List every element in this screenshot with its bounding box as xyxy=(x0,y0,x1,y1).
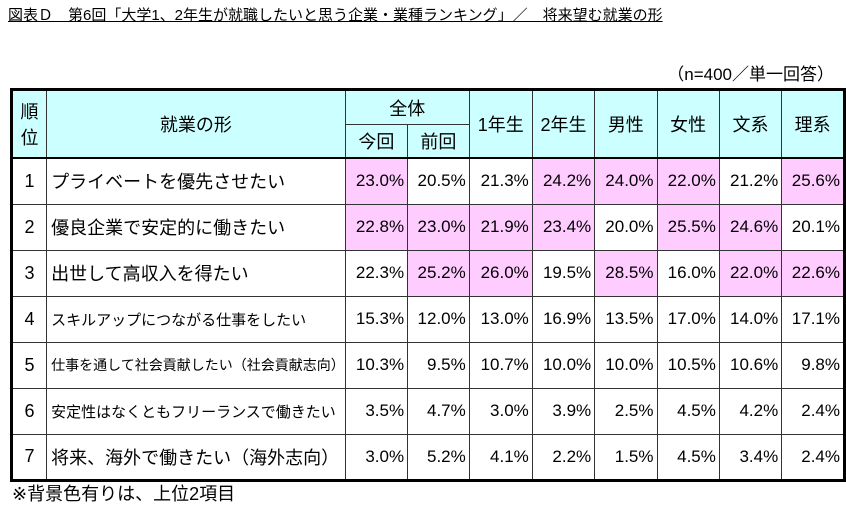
footnote: ※背景色有りは、上位2項目 xyxy=(12,484,236,504)
value-cell: 24.0% xyxy=(594,157,658,205)
value-cell: 4.1% xyxy=(468,433,533,481)
value-cell: 10.6% xyxy=(718,341,783,389)
value-cell: 25.5% xyxy=(656,203,720,251)
item-label: 安定性はなくともフリーランスで働きたい xyxy=(46,387,346,435)
value-cell: 20.0% xyxy=(594,203,658,251)
value-cell: 22.3% xyxy=(344,249,409,297)
table-row: 3 出世して高収入を得たい 22.3% 25.2% 26.0% 19.5% 28.5% 16.… xyxy=(10,249,845,297)
value-cell: 1.5% xyxy=(594,433,658,481)
value-cell: 21.3% xyxy=(468,157,533,205)
value-cell: 4.5% xyxy=(656,387,720,435)
rank-cell: 1 xyxy=(10,157,48,205)
value-cell: 3.0% xyxy=(468,387,533,435)
item-label: 仕事を通して社会貢献したい（社会貢献志向） xyxy=(46,341,346,389)
value-cell: 23.4% xyxy=(531,203,596,251)
value-cell: 24.2% xyxy=(531,157,596,205)
header-overall: 全体 xyxy=(344,89,470,125)
header-col: 男性 xyxy=(594,89,658,159)
rank-cell: 2 xyxy=(10,203,48,251)
value-cell: 2.4% xyxy=(781,387,845,435)
ranking-table: 順位 就業の形 全体 1年生 2年生 男性 女性 文系 理系 今回 前回 1 プラ… xyxy=(10,88,846,482)
value-cell: 2.4% xyxy=(781,433,845,481)
value-cell: 26.0% xyxy=(468,249,533,297)
header-item: 就業の形 xyxy=(46,89,346,159)
sample-note: （n=400／単一回答） xyxy=(667,65,834,84)
header-previous: 前回 xyxy=(407,124,470,159)
value-cell: 25.2% xyxy=(407,249,470,297)
figure-title: 図表Ｄ 第6回「大学1、2年生が就職したいと思う企業・業種ランキング」／ 将来望… xyxy=(8,7,663,24)
value-cell: 9.5% xyxy=(407,341,470,389)
value-cell: 10.3% xyxy=(344,341,409,389)
value-cell: 3.5% xyxy=(344,387,409,435)
item-label: 将来、海外で働きたい（海外志向） xyxy=(46,433,346,481)
value-cell: 17.0% xyxy=(656,295,720,343)
value-cell: 3.0% xyxy=(344,433,409,481)
value-cell: 25.6% xyxy=(781,157,845,205)
value-cell: 10.7% xyxy=(468,341,533,389)
value-cell: 20.1% xyxy=(781,203,845,251)
value-cell: 22.8% xyxy=(344,203,409,251)
rank-cell: 4 xyxy=(10,295,48,343)
rank-cell: 3 xyxy=(10,249,48,297)
value-cell: 16.9% xyxy=(531,295,596,343)
value-cell: 3.9% xyxy=(531,387,596,435)
value-cell: 13.5% xyxy=(594,295,658,343)
header-col: 女性 xyxy=(656,89,720,159)
rank-cell: 7 xyxy=(10,433,48,481)
header-current: 今回 xyxy=(344,124,409,159)
value-cell: 12.0% xyxy=(407,295,470,343)
table-row: 2 優良企業で安定的に働きたい 22.8% 23.0% 21.9% 23.4% 20.0% 2… xyxy=(10,203,845,251)
rank-cell: 6 xyxy=(10,387,48,435)
value-cell: 9.8% xyxy=(781,341,845,389)
value-cell: 2.5% xyxy=(594,387,658,435)
value-cell: 4.5% xyxy=(656,433,720,481)
value-cell: 16.0% xyxy=(656,249,720,297)
value-cell: 10.0% xyxy=(531,341,596,389)
value-cell: 10.5% xyxy=(656,341,720,389)
table-row: 7 将来、海外で働きたい（海外志向） 3.0% 5.2% 4.1% 2.2% 1.5% 4.5… xyxy=(10,433,845,481)
value-cell: 13.0% xyxy=(468,295,533,343)
value-cell: 23.0% xyxy=(407,203,470,251)
value-cell: 22.0% xyxy=(718,249,783,297)
value-cell: 4.7% xyxy=(407,387,470,435)
value-cell: 10.0% xyxy=(594,341,658,389)
table-row: 1 プライベートを優先させたい 23.0% 20.5% 21.3% 24.2% 24.0% 2… xyxy=(10,157,845,205)
item-label: プライベートを優先させたい xyxy=(46,157,346,205)
value-cell: 15.3% xyxy=(344,295,409,343)
item-label: スキルアップにつながる仕事をしたい xyxy=(46,295,346,343)
table-row: 4 スキルアップにつながる仕事をしたい 15.3% 12.0% 13.0% 16.9% 13… xyxy=(10,295,845,343)
table-row: 5 仕事を通して社会貢献したい（社会貢献志向） 10.3% 9.5% 10.7% 10.0… xyxy=(10,341,845,389)
value-cell: 4.2% xyxy=(718,387,783,435)
value-cell: 22.0% xyxy=(656,157,720,205)
value-cell: 23.0% xyxy=(344,157,409,205)
header-rank: 順位 xyxy=(10,89,48,159)
header-col: 1年生 xyxy=(468,89,533,159)
value-cell: 17.1% xyxy=(781,295,845,343)
value-cell: 21.2% xyxy=(718,157,783,205)
value-cell: 14.0% xyxy=(718,295,783,343)
header-col: 2年生 xyxy=(531,89,596,159)
value-cell: 19.5% xyxy=(531,249,596,297)
value-cell: 2.2% xyxy=(531,433,596,481)
header-col: 文系 xyxy=(718,89,783,159)
value-cell: 21.9% xyxy=(468,203,533,251)
value-cell: 28.5% xyxy=(594,249,658,297)
value-cell: 24.6% xyxy=(718,203,783,251)
item-label: 出世して高収入を得たい xyxy=(46,249,346,297)
value-cell: 5.2% xyxy=(407,433,470,481)
value-cell: 3.4% xyxy=(718,433,783,481)
value-cell: 22.6% xyxy=(781,249,845,297)
table-row: 6 安定性はなくともフリーランスで働きたい 3.5% 4.7% 3.0% 3.9% 2.5%… xyxy=(10,387,845,435)
rank-cell: 5 xyxy=(10,341,48,389)
item-label: 優良企業で安定的に働きたい xyxy=(46,203,346,251)
value-cell: 20.5% xyxy=(407,157,470,205)
header-col: 理系 xyxy=(781,89,845,159)
